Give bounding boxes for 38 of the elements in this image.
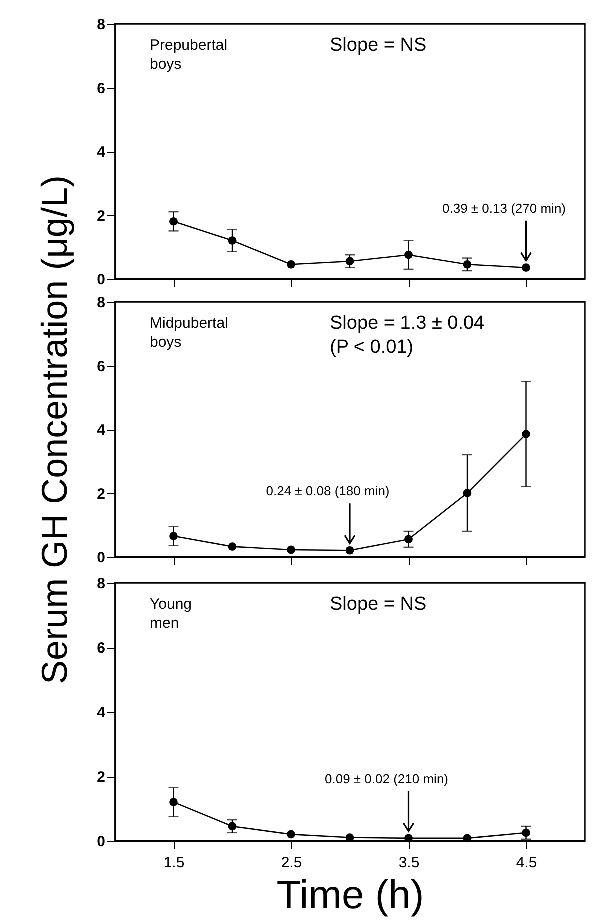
y-axis-title: Serum GH Concentration (μg/L) [34,176,76,684]
y-tick-label: 6 [97,358,106,376]
point [463,834,472,843]
y-tick-label: 0 [97,272,106,288]
y-tick-label: 6 [97,640,106,657]
y-tick-label: 6 [97,80,106,98]
annotation: Prepubertal boys [150,37,228,73]
y-tick-label: 4 [97,422,106,439]
y-tick-label: 2 [97,208,106,225]
x-axis-title: Time (h) [276,874,424,918]
x-tick-label: 2.5 [281,854,302,872]
y-tick-label: 8 [97,576,106,592]
x-tick-label: 3.5 [398,854,420,872]
x-tick-label: 1.5 [164,854,185,872]
point [287,830,296,839]
y-tick-label: 0 [97,550,106,566]
y-tick-label: 4 [97,144,106,161]
point [522,264,530,272]
y-tick-label: 8 [97,294,106,312]
y-tick-label: 4 [97,704,106,722]
annotation: 0.24 ± 0.08 (180 min) [266,484,390,499]
point [228,542,237,551]
annotation: Slope = 1.3 ± 0.04 (P < 0.01) [330,313,486,358]
point [287,260,296,269]
point [346,546,354,555]
annotation: 0.39 ± 0.13 (270 min) [442,200,566,216]
annotation: Midpubertal boys [150,315,228,351]
annotation: Slope = NS [330,594,427,615]
y-tick-label: 0 [97,834,106,850]
annotation: Slope = NS [330,35,427,56]
y-tick-label: 2 [97,769,106,786]
annotation: Young men [150,596,192,632]
y-tick-label: 2 [97,486,106,503]
x-tick-label: 4.5 [516,854,538,872]
point [404,834,413,843]
y-tick-label: 8 [97,16,106,34]
point [287,546,296,554]
annotation: 0.09 ± 0.02 (210 min) [325,771,448,786]
